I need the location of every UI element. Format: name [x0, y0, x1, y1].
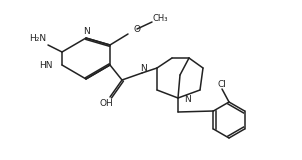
- Text: HN: HN: [40, 60, 53, 69]
- Text: H₂N: H₂N: [29, 33, 47, 43]
- Text: N: N: [83, 27, 89, 36]
- Text: CH₃: CH₃: [152, 13, 168, 23]
- Text: Cl: Cl: [217, 80, 226, 88]
- Text: O: O: [133, 24, 140, 33]
- Text: OH: OH: [99, 100, 113, 108]
- Text: N: N: [141, 64, 147, 72]
- Text: N: N: [185, 96, 191, 104]
